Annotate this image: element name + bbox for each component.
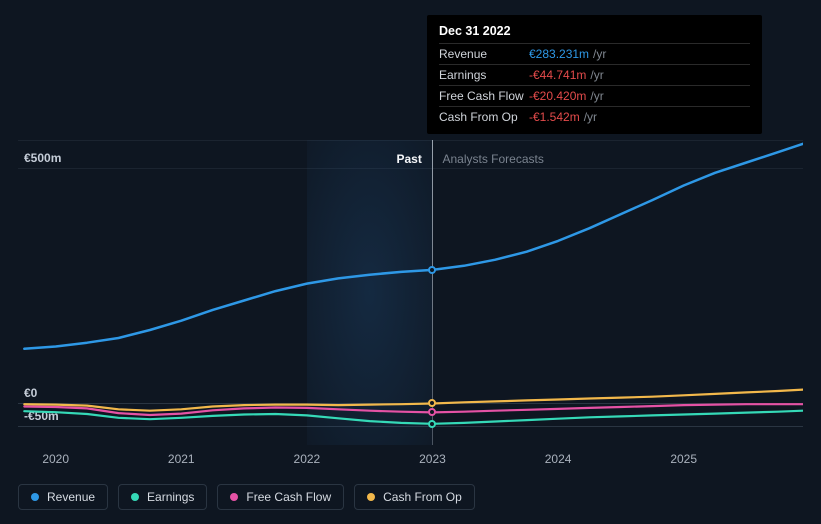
legend-label: Earnings bbox=[147, 490, 194, 504]
legend-dot-icon bbox=[131, 493, 139, 501]
series-line-cfo bbox=[24, 390, 803, 411]
earnings-forecast-chart: €500m€0-€50m Past Analysts Forecasts 202… bbox=[0, 0, 821, 524]
tooltip-metric-value: €283.231m bbox=[529, 47, 589, 61]
x-axis-labels: 2020 2021 2022 2023 2024 2025 bbox=[18, 452, 803, 472]
x-axis-tick-label: 2020 bbox=[42, 452, 69, 466]
legend-dot-icon bbox=[230, 493, 238, 501]
tooltip-row: Free Cash Flow-€20.420m/yr bbox=[439, 85, 750, 106]
legend-label: Free Cash Flow bbox=[246, 490, 331, 504]
legend-dot-icon bbox=[367, 493, 375, 501]
marker-earnings bbox=[428, 420, 436, 428]
tooltip-row: Earnings-€44.741m/yr bbox=[439, 64, 750, 85]
tooltip-title: Dec 31 2022 bbox=[439, 24, 750, 43]
legend-item-earnings[interactable]: Earnings bbox=[118, 484, 207, 510]
tooltip-row: Cash From Op-€1.542m/yr bbox=[439, 106, 750, 124]
x-axis-tick-label: 2023 bbox=[419, 452, 446, 466]
legend-item-revenue[interactable]: Revenue bbox=[18, 484, 108, 510]
legend-dot-icon bbox=[31, 493, 39, 501]
tooltip-metric-value: -€44.741m bbox=[529, 68, 586, 82]
legend-item-free-cash-flow[interactable]: Free Cash Flow bbox=[217, 484, 344, 510]
tooltip-metric-unit: /yr bbox=[590, 68, 603, 82]
marker-fcf bbox=[428, 408, 436, 416]
marker-revenue bbox=[428, 266, 436, 274]
chart-legend: Revenue Earnings Free Cash Flow Cash From O… bbox=[18, 484, 475, 510]
chart-lines bbox=[18, 140, 803, 445]
x-axis-tick-label: 2022 bbox=[294, 452, 321, 466]
past-label: Past bbox=[396, 152, 421, 166]
tooltip-row: Revenue€283.231m/yr bbox=[439, 43, 750, 64]
tooltip-metric-label: Earnings bbox=[439, 68, 529, 82]
legend-label: Cash From Op bbox=[383, 490, 462, 504]
chart-tooltip: Dec 31 2022 Revenue€283.231m/yrEarnings-… bbox=[427, 15, 762, 134]
x-axis-tick-label: 2021 bbox=[168, 452, 195, 466]
marker-cfo bbox=[428, 399, 436, 407]
legend-label: Revenue bbox=[47, 490, 95, 504]
x-axis-tick-label: 2025 bbox=[670, 452, 697, 466]
tooltip-metric-label: Free Cash Flow bbox=[439, 89, 529, 103]
x-axis-tick-label: 2024 bbox=[545, 452, 572, 466]
legend-item-cash-from-op[interactable]: Cash From Op bbox=[354, 484, 475, 510]
tooltip-metric-label: Cash From Op bbox=[439, 110, 529, 124]
series-line-revenue bbox=[24, 144, 803, 349]
tooltip-metric-unit: /yr bbox=[593, 47, 606, 61]
forecast-label: Analysts Forecasts bbox=[442, 152, 543, 166]
tooltip-metric-unit: /yr bbox=[590, 89, 603, 103]
tooltip-metric-label: Revenue bbox=[439, 47, 529, 61]
tooltip-metric-value: -€1.542m bbox=[529, 110, 580, 124]
tooltip-metric-unit: /yr bbox=[584, 110, 597, 124]
tooltip-metric-value: -€20.420m bbox=[529, 89, 586, 103]
